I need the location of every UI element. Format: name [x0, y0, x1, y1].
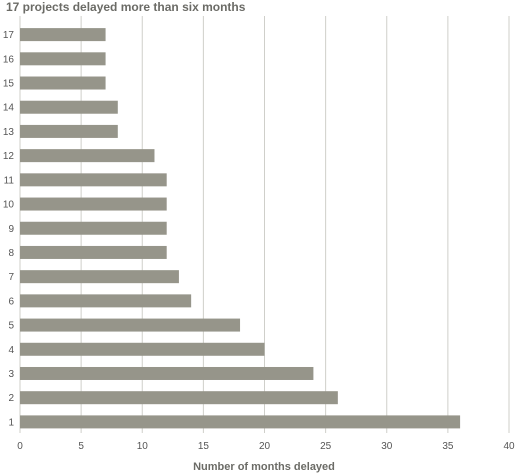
y-tick-label: 4 — [8, 345, 14, 356]
x-tick-label: 20 — [259, 441, 271, 452]
y-tick-label: 15 — [3, 79, 15, 90]
bar — [20, 149, 155, 163]
x-tick-label: 5 — [78, 441, 84, 452]
y-tick-label: 2 — [8, 393, 14, 404]
bar — [20, 76, 106, 90]
y-tick-label: 3 — [8, 369, 14, 380]
x-tick-label: 35 — [442, 441, 454, 452]
bar — [20, 270, 179, 284]
x-tick-label: 10 — [137, 441, 149, 452]
bar — [20, 124, 118, 138]
x-axis-title: Number of months delayed — [193, 461, 335, 473]
y-tick-label: 1 — [8, 417, 14, 428]
y-tick-label: 13 — [3, 127, 15, 138]
y-tick-label: 16 — [3, 54, 15, 65]
y-tick-label: 7 — [8, 272, 14, 283]
y-tick-label: 8 — [8, 248, 14, 259]
bar — [20, 173, 167, 187]
bar — [20, 52, 106, 66]
y-tick-label: 14 — [3, 103, 15, 114]
bar — [20, 245, 167, 259]
x-tick-label: 0 — [17, 441, 23, 452]
bar — [20, 342, 265, 356]
y-tick-label: 5 — [8, 321, 14, 332]
x-tick-label: 25 — [320, 441, 332, 452]
x-tick-label: 40 — [503, 441, 515, 452]
bar — [20, 221, 167, 235]
y-tick-label: 11 — [4, 175, 15, 186]
x-tick-label: 30 — [381, 441, 393, 452]
bar — [20, 28, 106, 42]
bar — [20, 318, 241, 332]
bar — [20, 294, 192, 308]
y-tick-label: 10 — [3, 200, 15, 211]
y-tick-label: 12 — [3, 151, 15, 162]
x-tick-labels: 0 5 10 15 20 25 30 35 40 — [17, 441, 515, 452]
x-tick-label: 15 — [198, 441, 210, 452]
chart-title: 17 projects delayed more than six months — [6, 0, 246, 14]
bar — [20, 366, 314, 380]
bars — [20, 28, 461, 429]
y-tick-label: 9 — [8, 224, 14, 235]
bar — [20, 391, 338, 405]
bar — [20, 415, 461, 429]
bar — [20, 197, 167, 211]
y-tick-label: 6 — [8, 296, 14, 307]
y-tick-label: 17 — [3, 30, 15, 41]
bar — [20, 100, 118, 114]
